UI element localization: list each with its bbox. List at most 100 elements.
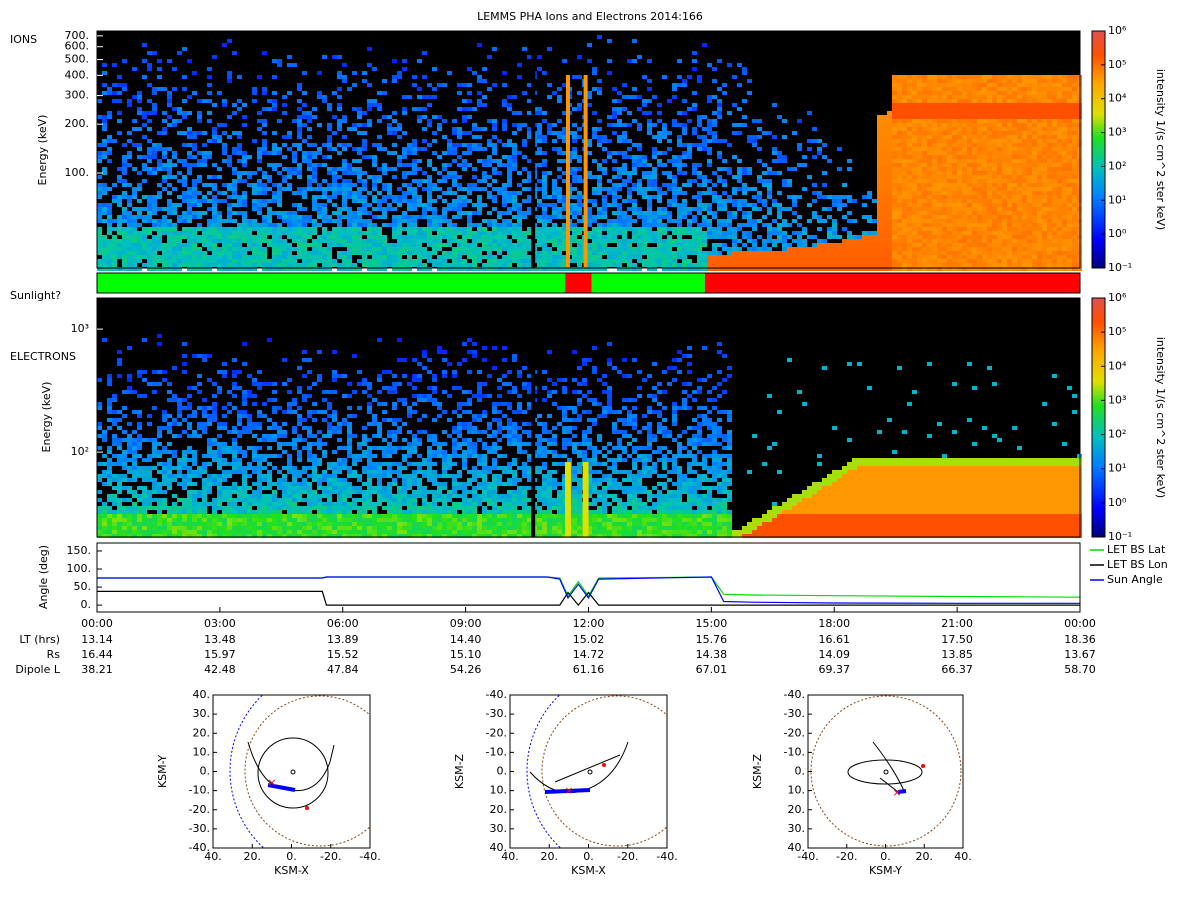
- spectrogram-cell: [847, 219, 852, 223]
- spectrogram-cell: [912, 267, 917, 271]
- spectrogram-cell: [197, 111, 202, 115]
- spectrogram-cell: [887, 115, 892, 119]
- spectrogram-cell: [782, 155, 787, 159]
- spectrogram-cell: [877, 143, 882, 147]
- spectrogram-cell: [97, 187, 102, 191]
- spectrogram-cell: [962, 243, 967, 247]
- spectrogram-cell: [922, 195, 927, 199]
- spectrogram-cell: [487, 87, 492, 91]
- spectrogram-cell: [142, 163, 147, 167]
- spectrogram-cell: [272, 267, 277, 271]
- spectrogram-cell: [882, 223, 887, 227]
- spectrogram-cell: [917, 235, 922, 239]
- spectrogram-cell: [837, 243, 842, 247]
- spectrogram-cell: [137, 267, 142, 271]
- spectrogram-cell: [602, 195, 607, 199]
- spectrogram-cell: [452, 175, 457, 179]
- spectrogram-cell: [377, 215, 382, 219]
- spectrogram-cell: [477, 75, 482, 79]
- spectrogram-cell: [872, 231, 877, 235]
- spectrogram-cell: [957, 151, 962, 155]
- spectrogram-cell: [977, 163, 982, 167]
- spectrogram-cell: [672, 267, 677, 271]
- spectrogram-cell: [937, 139, 942, 143]
- spectrogram-cell: [422, 207, 427, 211]
- spectrogram-cell: [227, 75, 232, 79]
- spectrogram-cell: [227, 39, 232, 43]
- spectrogram-cell: [777, 263, 782, 267]
- spectrogram-cell: [992, 91, 997, 95]
- spectrogram-cell: [742, 67, 747, 71]
- spectrogram-cell: [967, 159, 972, 163]
- spectrogram-cell: [397, 263, 402, 267]
- spectrogram-cell: [392, 215, 397, 219]
- spectrogram-cell: [472, 239, 477, 243]
- spectrogram-cell: [282, 239, 287, 243]
- spectrogram-cell: [407, 163, 412, 167]
- spectrogram-cell: [537, 219, 542, 223]
- spectrogram-cell: [572, 195, 577, 199]
- spectrogram-cell: [452, 231, 457, 235]
- spectrogram-cell: [932, 223, 937, 227]
- spectrogram-cell: [937, 207, 942, 211]
- spectrogram-cell: [117, 195, 122, 199]
- spectrogram-cell: [137, 243, 142, 247]
- spectrogram-cell: [937, 107, 942, 111]
- spectrogram-cell: [652, 195, 657, 199]
- spectrogram-cell: [927, 175, 932, 179]
- spectrogram-cell: [917, 227, 922, 231]
- spectrogram-cell: [912, 223, 917, 227]
- spectrogram-cell: [307, 251, 312, 255]
- spectrogram-cell: [942, 159, 947, 163]
- spectrogram-cell: [247, 155, 252, 159]
- spectrogram-cell: [517, 219, 522, 223]
- spectrogram-cell: [952, 139, 957, 143]
- spectrogram-cell: [977, 115, 982, 119]
- spectrogram-cell: [987, 219, 992, 223]
- spectrogram-cell: [237, 175, 242, 179]
- spectrogram-cell: [102, 239, 107, 243]
- spectrogram-cell: [967, 131, 972, 135]
- spectrogram-cell: [597, 87, 602, 91]
- spectrogram-cell: [882, 239, 887, 243]
- spectrogram-cell: [597, 215, 602, 219]
- spectrogram-cell: [122, 167, 127, 171]
- spectrogram-cell: [202, 263, 207, 267]
- spectrogram-cell: [202, 255, 207, 259]
- spectrogram-cell: [727, 255, 732, 259]
- spectrogram-cell: [392, 127, 397, 131]
- spectrogram-cell: [502, 223, 507, 227]
- spectrogram-cell: [237, 259, 242, 263]
- spectrogram-cell: [637, 239, 642, 243]
- spectrogram-cell: [697, 223, 702, 227]
- spectrogram-cell: [932, 143, 937, 147]
- spectrogram-cell: [407, 227, 412, 231]
- spectrogram-cell: [282, 231, 287, 235]
- spectrogram-cell: [972, 235, 977, 239]
- spectrogram-cell: [227, 215, 232, 219]
- spectrogram-cell: [142, 251, 147, 255]
- spectrogram-cell: [972, 135, 977, 139]
- spectrogram-cell: [517, 207, 522, 211]
- spectrogram-cell: [992, 115, 997, 119]
- spectrogram-cell: [557, 95, 562, 99]
- spectrogram-cell: [247, 267, 252, 271]
- spectrogram-cell: [562, 127, 567, 131]
- spectrogram-cell: [722, 255, 727, 259]
- spectrogram-cell: [462, 187, 467, 191]
- spectrogram-cell: [327, 143, 332, 147]
- spectrogram-cell: [412, 139, 417, 143]
- spectrogram-cell: [732, 239, 737, 243]
- spectrogram-cell: [392, 119, 397, 123]
- spectrogram-cell: [227, 227, 232, 231]
- spectrogram-cell: [157, 243, 162, 247]
- spectrogram-cell: [547, 95, 552, 99]
- spectrogram-cell: [157, 163, 162, 167]
- spectrogram-cell: [992, 167, 997, 171]
- spectrogram-cell: [577, 175, 582, 179]
- spectrogram-cell: [147, 255, 152, 259]
- spectrogram-cell: [167, 231, 172, 235]
- spectrogram-cell: [417, 115, 422, 119]
- spectrogram-cell: [637, 231, 642, 235]
- spectrogram-cell: [102, 143, 107, 147]
